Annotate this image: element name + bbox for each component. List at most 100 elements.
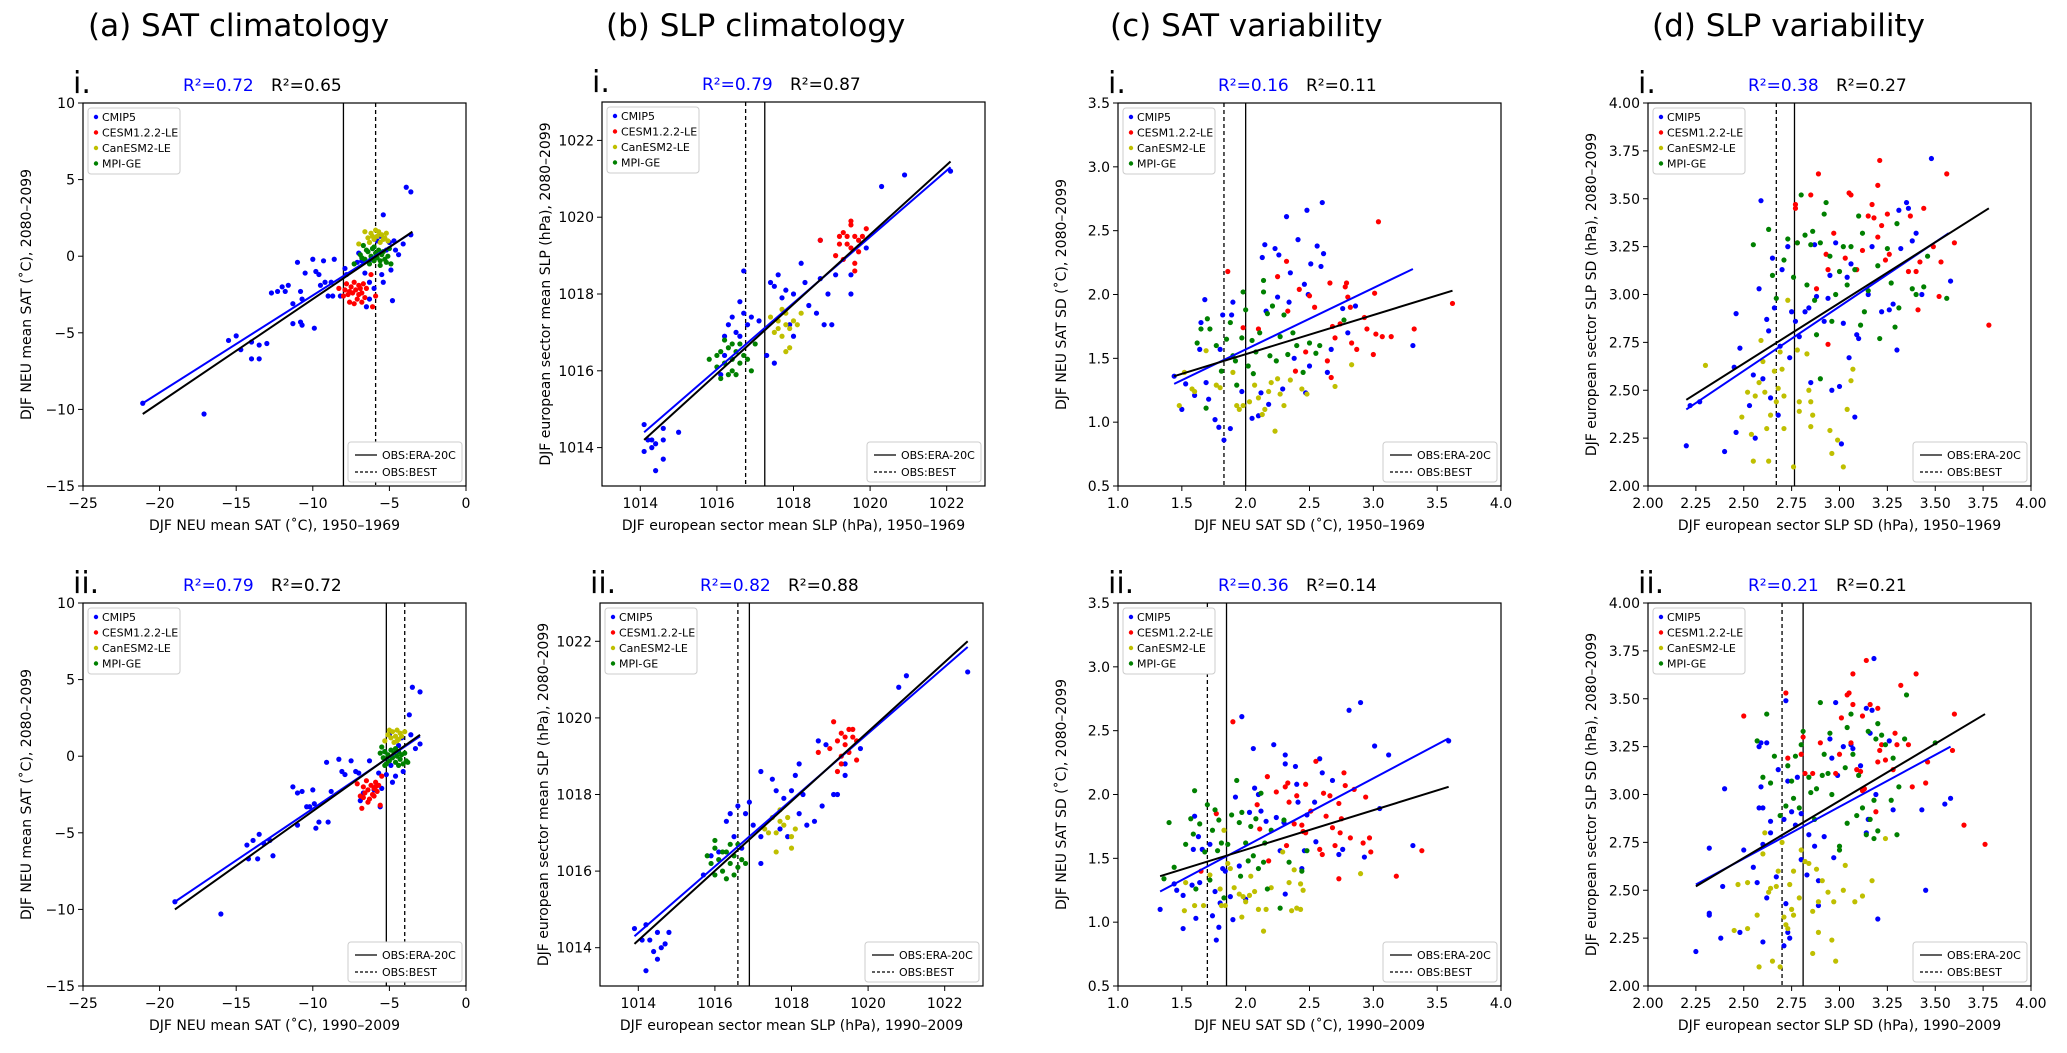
series-mpi-ge (1194, 277, 1347, 411)
axes-frame (1647, 602, 2032, 987)
scatter-point (1769, 272, 1776, 278)
scatter-point (1758, 740, 1764, 746)
scatter-point (796, 811, 802, 817)
y-tick-label: 3.75 (1609, 644, 1640, 660)
y-axis-label: DJF european sector SLP SD (hPa), 2080–2… (1584, 133, 1600, 456)
scatter-point (1252, 888, 1258, 895)
y-tick-label: −10 (45, 402, 75, 418)
scatter-point (631, 925, 638, 932)
scatter-point (1157, 906, 1163, 913)
scatter-point (787, 345, 793, 351)
x-tick-label: 3.5 (1426, 496, 1448, 512)
scatter-point (1225, 860, 1231, 867)
scatter-point (385, 238, 391, 244)
scatter-point (343, 281, 350, 287)
scatter-point (395, 252, 402, 258)
scatter-point (1898, 682, 1904, 688)
scatter-point (783, 349, 789, 355)
scatter-point (1319, 770, 1325, 776)
scatter-point (1754, 738, 1760, 744)
scatter-point (781, 822, 787, 828)
scatter-point (758, 860, 764, 867)
scatter-point (708, 860, 714, 867)
legend-marker-mpi-ge (1128, 661, 1134, 666)
scatter-point (1813, 286, 1820, 292)
scatter-point (643, 968, 649, 974)
x-tick-label: 4.0 (1490, 496, 1512, 512)
scatter-point (357, 285, 363, 291)
scatter-point (1863, 832, 1869, 838)
panel-d-ii: ii. R²=0.21 R²=0.21 2.00 2.25 2.50 2.75 3.00 3.2… (1584, 566, 2047, 1034)
series-mpi-ge (704, 837, 749, 882)
scatter-point (1246, 399, 1253, 405)
legend-marker-mpi-ge (93, 161, 99, 166)
scatter-point (1815, 929, 1822, 935)
scatter-point (274, 288, 281, 295)
scatter-point (1764, 316, 1770, 322)
legend-entry: CESM1.2.2-LE (1667, 127, 1743, 140)
scatter-point (641, 448, 647, 455)
legend-entry: CMIP5 (1667, 611, 1701, 624)
y-axis-label: DJF NEU mean SAT (˚C), 2080–2099 (18, 169, 35, 420)
scatter-point (1928, 155, 1935, 162)
scatter-point (1303, 781, 1309, 787)
scatter-point (1850, 745, 1856, 752)
x-tick-label: 2.00 (1632, 496, 1663, 512)
scatter-point (1756, 286, 1762, 292)
legend-obs: OBS:ERA-20C OBS:BEST (1382, 441, 1498, 483)
scatter-point (1789, 906, 1795, 913)
scatter-point (1229, 312, 1235, 318)
y-tick-label: 10 (57, 596, 75, 612)
scatter-point (1273, 814, 1279, 821)
legend-entry: OBS:BEST (1417, 466, 1472, 479)
r2-all-label: R²=0.11 (1306, 76, 1377, 96)
legend-entry: OBS:ERA-20C (382, 949, 456, 962)
legend-marker-cesm1-2-2-le (93, 630, 99, 635)
scatter-point (718, 375, 724, 382)
scatter-point (264, 340, 270, 347)
scatter-point (769, 776, 775, 782)
scatter-point (1808, 399, 1814, 405)
scatter-point (1787, 355, 1793, 361)
scatter-point (1192, 902, 1198, 909)
scatter-point (1840, 464, 1846, 470)
scatter-point (1252, 785, 1258, 791)
fit-line-cmip5 (142, 232, 412, 405)
scatter-point (270, 853, 276, 859)
scatter-point (1347, 835, 1353, 841)
series-cmip5 (641, 168, 954, 474)
y-tick-label: 3.00 (1609, 788, 1640, 804)
scatter-point (662, 941, 668, 947)
scatter-point (1410, 842, 1416, 849)
scatter-point (1764, 425, 1770, 432)
scatter-point (1903, 199, 1910, 206)
y-tick-label: 1020 (558, 210, 594, 226)
legend-entry: CanESM2-LE (619, 642, 688, 655)
scatter-point (1683, 443, 1689, 449)
scatter-point (1898, 245, 1904, 252)
scatter-point (1896, 207, 1902, 213)
scatter-point (1808, 242, 1814, 248)
legend-series: CMIP5 CESM1.2.2-LE CanESM2-LE MPI-GE (606, 106, 700, 174)
scatter-point (1204, 316, 1210, 322)
scatter-point (1754, 912, 1760, 918)
scatter-point (377, 258, 383, 264)
scatter-point (741, 268, 747, 274)
scatter-point (1345, 294, 1351, 300)
scatter-point (1370, 351, 1376, 358)
scatter-point (1328, 374, 1334, 381)
x-tick-label: −10 (298, 996, 328, 1012)
scatter-point (1341, 317, 1347, 323)
scatter-point (1892, 324, 1898, 330)
scatter-point (1758, 337, 1764, 344)
scatter-point (1886, 307, 1892, 313)
scatter-point (1739, 414, 1745, 420)
scatter-point (1806, 387, 1812, 393)
scatter-point (1317, 756, 1323, 762)
scatter-point (1221, 437, 1227, 443)
fit-line-all (1173, 289, 1453, 378)
legend-entry: MPI-GE (621, 157, 660, 170)
scatter-point (725, 345, 731, 351)
scatter-point (1248, 823, 1254, 830)
scatter-point (1327, 280, 1333, 286)
